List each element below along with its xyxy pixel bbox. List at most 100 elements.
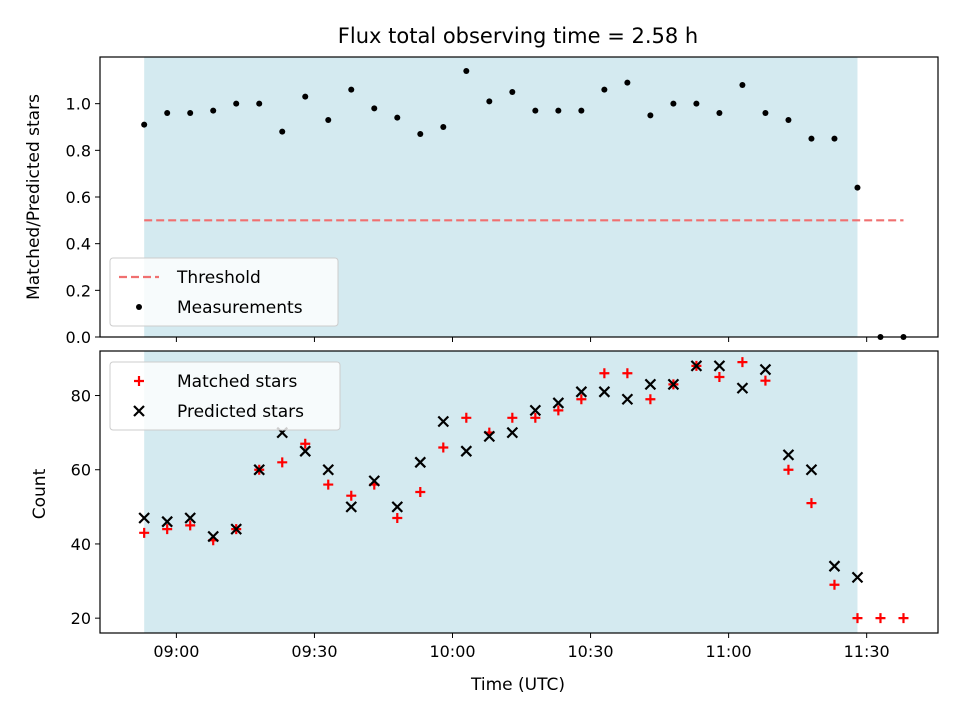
data-point	[394, 114, 401, 121]
data-point	[739, 82, 746, 88]
data-point	[829, 579, 840, 590]
top-ylabel: Matched/Predicted stars	[24, 94, 44, 300]
data-point	[299, 445, 312, 457]
x-tick-label: 09:00	[153, 642, 199, 661]
data-point	[230, 523, 242, 535]
ratio-panel: 0.0 0.2 0.4 0.6 0.8 1.0 Threshold Measurements	[66, 56, 939, 347]
data-point	[693, 100, 700, 107]
data-point	[690, 360, 703, 372]
data-point	[277, 457, 288, 468]
data-point	[185, 520, 196, 531]
data-point	[736, 382, 749, 394]
data-point	[346, 490, 357, 501]
data-point	[576, 394, 587, 405]
data-point	[253, 463, 266, 476]
data-point	[783, 464, 794, 475]
data-point	[852, 613, 863, 624]
data-point	[805, 463, 818, 476]
x-tick-label: 11:00	[706, 642, 752, 661]
bottom-ylabel: Count	[30, 468, 50, 519]
data-point	[368, 475, 381, 487]
data-point	[647, 112, 654, 119]
y-tick-label: 80	[71, 387, 91, 406]
data-point	[530, 412, 541, 423]
data-point	[279, 128, 286, 135]
legend-box	[109, 257, 339, 327]
data-point	[300, 438, 311, 449]
data-point	[486, 98, 493, 105]
data-point	[139, 527, 150, 538]
data-point	[461, 412, 472, 423]
data-point	[391, 501, 404, 513]
data-point	[553, 405, 564, 416]
data-point	[138, 512, 150, 524]
x-tick-label: 09:30	[291, 642, 337, 661]
data-point	[645, 394, 656, 405]
data-point	[325, 117, 332, 123]
data-point	[348, 86, 355, 93]
legend-label: Threshold	[176, 268, 261, 288]
data-point	[762, 110, 769, 116]
count-panel: 20 40 60 80 09:00 09:30 10:00 10:30 11:00 11:30 Ma…	[71, 350, 939, 661]
data-point	[598, 386, 611, 398]
data-point	[601, 86, 608, 93]
data-point	[162, 524, 173, 535]
legend-label: Predicted stars	[177, 402, 304, 422]
y-tick-label: 20	[71, 609, 91, 628]
x-tick-label: 10:00	[429, 642, 475, 661]
data-point	[552, 397, 565, 409]
data-point	[210, 107, 217, 114]
data-point	[483, 430, 496, 443]
series-measurements	[141, 68, 907, 340]
y-tick-label: 60	[71, 461, 91, 480]
data-point	[438, 442, 449, 453]
y-tick-label: 0.0	[66, 328, 91, 347]
axes-frame	[99, 350, 939, 634]
chart-title: Flux total observing time = 2.58 h	[338, 24, 698, 48]
data-point	[854, 184, 861, 191]
data-point	[831, 135, 838, 142]
data-point	[440, 124, 447, 130]
data-point	[714, 371, 725, 382]
data-point	[806, 498, 817, 509]
data-point	[302, 93, 309, 100]
data-point	[437, 415, 450, 428]
data-point	[532, 107, 539, 114]
data-point	[164, 110, 171, 116]
y-tick-label: 1.0	[66, 95, 91, 114]
data-point	[134, 376, 144, 386]
y-tick-label: 0.6	[66, 188, 91, 207]
xlabel: Time (UTC)	[470, 675, 565, 695]
data-point	[875, 613, 886, 624]
data-point	[555, 107, 562, 114]
data-point	[417, 131, 424, 137]
data-point	[782, 449, 795, 461]
legend-box	[109, 361, 341, 431]
data-point	[141, 121, 148, 128]
data-point	[851, 571, 864, 584]
data-point	[323, 479, 334, 490]
data-point	[713, 360, 726, 372]
legend: Threshold Measurements	[109, 257, 339, 327]
data-point	[828, 560, 841, 572]
data-point	[507, 412, 518, 423]
data-point	[624, 79, 631, 86]
legend-label: Matched stars	[177, 372, 297, 392]
x-tick-label: 10:30	[568, 642, 614, 661]
data-point	[578, 107, 585, 114]
data-point	[737, 357, 748, 368]
y-tick-label: 40	[71, 535, 91, 554]
data-point	[670, 100, 677, 107]
y-tick-label: 0.2	[66, 281, 91, 300]
data-point	[621, 393, 634, 406]
series-predicted-stars	[138, 360, 864, 584]
data-point	[414, 456, 427, 469]
data-point	[667, 378, 680, 391]
data-point	[233, 100, 240, 107]
data-point	[322, 463, 335, 476]
data-point	[716, 110, 723, 116]
data-point	[187, 110, 194, 116]
data-point	[392, 512, 403, 523]
data-point	[898, 613, 909, 624]
